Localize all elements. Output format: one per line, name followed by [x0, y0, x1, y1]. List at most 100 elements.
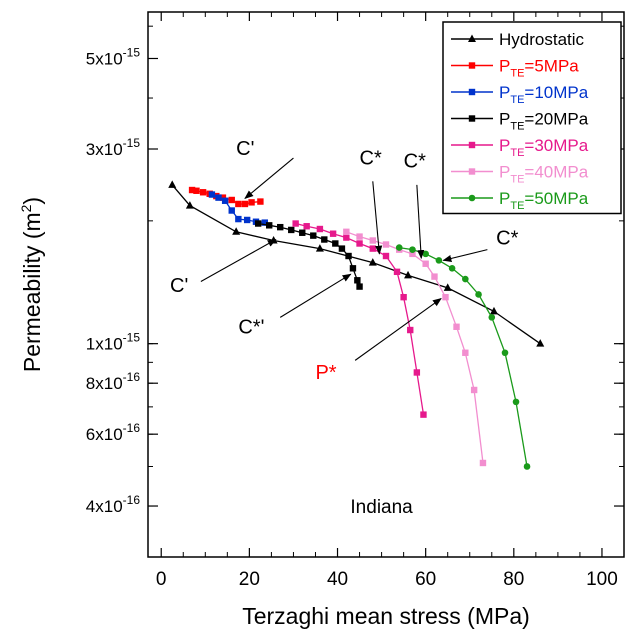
annotation-arrow [244, 157, 294, 199]
data-point [329, 230, 337, 237]
y-tick-label: 3x10-15 [86, 136, 141, 159]
data-point [221, 197, 229, 204]
data-point [188, 186, 196, 194]
data-point [254, 220, 262, 227]
legend-entry: PTE=5MPa [451, 57, 579, 80]
data-point [420, 411, 427, 418]
x-axis-title: Terzaghi mean stress (MPa) [242, 603, 530, 629]
data-point [241, 200, 249, 208]
data-point [199, 189, 207, 196]
legend-label: PTE=5MPa [499, 57, 579, 80]
data-point [277, 223, 284, 231]
legend-marker [468, 141, 476, 149]
data-point [315, 244, 324, 252]
annotation: C' [236, 138, 294, 199]
data-point [407, 326, 414, 334]
legend-entry: PTE=50MPa [451, 189, 589, 212]
annotation-arrow [279, 273, 352, 318]
data-point [343, 228, 350, 236]
data-point [448, 265, 456, 272]
annotation: C* [404, 151, 426, 260]
data-point [512, 398, 520, 406]
data-point [257, 198, 264, 205]
legend-label: PTE=40MPa [499, 163, 589, 186]
data-point [422, 250, 429, 258]
x-tick-label: 80 [503, 569, 524, 590]
data-point [321, 236, 328, 243]
data-point [332, 240, 339, 247]
data-point [400, 293, 407, 301]
annotation-label: C*' [238, 316, 264, 338]
data-point [395, 244, 403, 251]
annotation: C' [170, 239, 277, 297]
data-point [409, 250, 416, 258]
data-point [356, 283, 363, 290]
data-point [168, 180, 177, 188]
annotation-label: P* [315, 362, 336, 384]
data-point [435, 257, 443, 264]
x-tick-label: 60 [415, 569, 436, 590]
legend-entry: PTE=20MPa [451, 110, 589, 133]
data-point [303, 223, 310, 230]
annotation: C* [360, 147, 383, 255]
y-tick-label: 5x10-15 [86, 45, 141, 68]
data-point [536, 339, 545, 347]
annotation-arrow [354, 298, 442, 361]
data-point [185, 201, 194, 209]
data-point [501, 349, 509, 357]
x-tick-label: 40 [327, 569, 348, 590]
data-point [338, 245, 346, 252]
annotation-arrow [442, 249, 488, 262]
data-point [489, 306, 498, 315]
data-point [382, 241, 390, 248]
data-point [453, 323, 460, 330]
data-point [479, 459, 487, 467]
annotation-arrow [372, 181, 383, 255]
annotation-arrow [416, 184, 425, 260]
legend-marker [468, 88, 476, 96]
data-point [523, 463, 531, 470]
data-point [413, 369, 421, 376]
data-point [345, 252, 352, 260]
legend-marker [468, 34, 476, 42]
data-point [443, 283, 452, 291]
annotation-arrow [200, 239, 277, 283]
series-pte-30mpa [292, 220, 427, 418]
y-tick-label: 4x10-16 [86, 493, 141, 516]
legend-marker [468, 194, 476, 202]
legend-label: Hydrostatic [499, 30, 585, 49]
x-tick-label: 100 [586, 569, 618, 590]
data-point [299, 229, 306, 236]
data-point [462, 349, 469, 356]
legend-label: PTE=30MPa [499, 136, 589, 159]
data-point [354, 277, 361, 284]
plot-area [147, 11, 625, 558]
annotation-label: C* [360, 147, 382, 169]
data-point [488, 314, 496, 321]
legend-marker [468, 62, 476, 69]
legend-label: PTE=10MPa [499, 83, 589, 106]
sample-label: Indiana [350, 497, 413, 518]
data-point [261, 219, 268, 226]
legend-entry: Hydrostatic [451, 30, 585, 49]
annotation-label: C* [496, 228, 518, 250]
data-point [409, 246, 416, 253]
data-point [208, 191, 216, 198]
data-point [235, 200, 242, 208]
annotation-label: C* [404, 151, 426, 173]
legend-entry: PTE=10MPa [451, 83, 589, 106]
data-point [393, 268, 401, 276]
data-point [228, 196, 235, 204]
y-tick-label: 6x10-16 [86, 421, 141, 444]
data-point [248, 199, 255, 206]
data-point [288, 226, 295, 234]
y-axis-title-main: Permeability (m [19, 212, 45, 372]
annotation-layer: C' C' C* C* C* C*' P* [170, 138, 519, 384]
x-tick-label: 20 [239, 569, 260, 590]
data-point [292, 220, 299, 227]
series-pte-20mpa [254, 220, 363, 290]
data-point [356, 233, 363, 240]
data-point [404, 270, 413, 279]
data-point [310, 232, 317, 239]
